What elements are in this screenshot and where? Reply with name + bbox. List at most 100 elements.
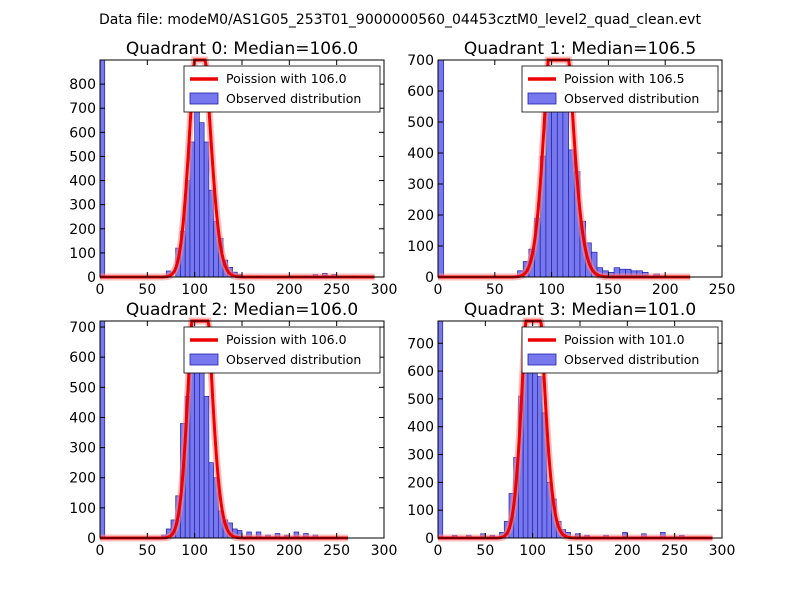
y-tick-label: 700 <box>69 320 96 336</box>
y-tick-label: 0 <box>87 531 96 547</box>
legend-box <box>521 326 719 374</box>
y-tick-label: 400 <box>407 420 434 436</box>
histogram-bar <box>437 59 445 278</box>
y-tick-label: 200 <box>69 471 96 487</box>
y-tick-label: 400 <box>407 146 434 162</box>
x-tick-label: 0 <box>434 282 443 298</box>
legend: Poission with 106.5 Observed distribution <box>521 65 719 113</box>
y-tick-label: 300 <box>407 177 434 193</box>
y-tick-label: 700 <box>69 101 96 117</box>
x-tick-label: 250 <box>323 543 350 559</box>
y-tick-label: 300 <box>69 198 96 214</box>
y-tick-label: 600 <box>407 84 434 100</box>
y-tick-label: 400 <box>69 174 96 190</box>
y-tick-label: 100 <box>407 503 434 519</box>
legend-bar-swatch <box>189 353 219 366</box>
histogram-bar <box>199 359 205 539</box>
x-tick-label: 100 <box>519 543 546 559</box>
x-tick-label: 250 <box>709 282 736 298</box>
x-tick-label: 200 <box>652 282 679 298</box>
y-tick-label: 600 <box>69 350 96 366</box>
y-tick-label: 100 <box>69 501 96 517</box>
x-tick-label: 300 <box>709 543 736 559</box>
histogram-bar <box>99 320 106 539</box>
panel-quadrant-2: Quadrant 2: Median=106.0 0 50 100 150 200 250… <box>69 300 397 559</box>
legend-label-poisson: Poission with 106.0 <box>226 332 347 347</box>
y-tick-label: 500 <box>69 149 96 165</box>
legend-label-observed: Observed distribution <box>226 352 361 367</box>
histogram-bar <box>537 376 543 539</box>
x-tick-label: 200 <box>276 543 303 559</box>
x-tick-label: 100 <box>181 282 208 298</box>
y-tick-label: 700 <box>407 53 434 69</box>
legend: Poission with 101.0 Observed distribution <box>521 326 719 374</box>
legend-label-observed: Observed distribution <box>564 352 699 367</box>
x-tick-label: 150 <box>567 543 594 559</box>
legend: Poission with 106.0 Observed distribution <box>183 65 381 113</box>
x-tick-label: 50 <box>486 282 504 298</box>
x-tick-label: 250 <box>661 543 688 559</box>
x-tick-label: 50 <box>138 282 156 298</box>
x-tick-label: 50 <box>138 543 156 559</box>
y-tick-label: 200 <box>407 208 434 224</box>
y-tick-label: 0 <box>425 270 434 286</box>
y-tick-label: 100 <box>407 239 434 255</box>
y-tick-label: 0 <box>87 270 96 286</box>
x-tick-label: 150 <box>229 543 256 559</box>
x-tick-label: 250 <box>323 282 350 298</box>
y-tick-label: 300 <box>407 448 434 464</box>
y-tick-label: 200 <box>69 222 96 238</box>
histogram-bar <box>194 107 200 278</box>
x-tick-label: 200 <box>276 282 303 298</box>
figure-suptitle: Data file: modeM0/AS1G05_253T01_90000005… <box>99 12 701 28</box>
legend-label-poisson: Poission with 101.0 <box>564 332 685 347</box>
histogram-bar <box>203 395 210 539</box>
x-tick-label: 200 <box>614 543 641 559</box>
legend-label-poisson: Poission with 106.0 <box>226 71 347 86</box>
legend: Poission with 106.0 Observed distribution <box>183 326 381 374</box>
legend-bar-swatch <box>527 92 557 105</box>
legend-label-observed: Observed distribution <box>226 91 361 106</box>
panel-title: Quadrant 1: Median=106.5 <box>464 39 696 59</box>
legend-label-poisson: Poission with 106.5 <box>564 71 685 86</box>
y-tick-label: 400 <box>69 410 96 426</box>
y-tick-label: 300 <box>69 441 96 457</box>
panel-quadrant-1: Quadrant 1: Median=106.5 0 50 100 150 200 250… <box>407 39 735 298</box>
x-tick-label: 0 <box>434 543 443 559</box>
panel-title: Quadrant 0: Median=106.0 <box>126 39 358 59</box>
legend-label-observed: Observed distribution <box>564 91 699 106</box>
y-tick-label: 200 <box>407 475 434 491</box>
x-tick-label: 150 <box>229 282 256 298</box>
y-tick-label: 500 <box>407 115 434 131</box>
y-tick-label: 600 <box>69 125 96 141</box>
x-tick-label: 150 <box>595 282 622 298</box>
y-tick-label: 600 <box>407 364 434 380</box>
x-tick-label: 300 <box>371 282 398 298</box>
panel-quadrant-3: Quadrant 3: Median=101.0 0 50 100 150 200 250… <box>407 300 735 559</box>
x-tick-label: 0 <box>96 543 105 559</box>
y-tick-label: 0 <box>425 531 434 547</box>
panel-title: Quadrant 3: Median=101.0 <box>464 300 696 320</box>
histogram-bar <box>203 141 210 278</box>
y-tick-label: 800 <box>69 77 96 93</box>
axes-frame <box>437 59 723 278</box>
y-tick-label: 500 <box>69 380 96 396</box>
x-tick-label: 50 <box>476 543 494 559</box>
histogram-bar <box>532 354 538 539</box>
x-tick-label: 300 <box>371 543 398 559</box>
y-tick-label: 500 <box>407 392 434 408</box>
histogram-bar <box>437 320 444 539</box>
legend-bar-swatch <box>527 353 557 366</box>
y-tick-label: 100 <box>69 246 96 262</box>
x-tick-label: 100 <box>538 282 565 298</box>
histogram-bar <box>208 462 214 539</box>
histogram-bar <box>562 93 569 278</box>
legend-bar-swatch <box>189 92 219 105</box>
panel-quadrant-0: Quadrant 0: Median=106.0 0 50 100 150 200 250… <box>69 39 397 298</box>
panel-title: Quadrant 2: Median=106.0 <box>126 300 358 320</box>
histogram-bar <box>199 122 205 278</box>
x-tick-label: 0 <box>96 282 105 298</box>
x-tick-label: 100 <box>181 543 208 559</box>
histogram-bar <box>99 59 106 278</box>
